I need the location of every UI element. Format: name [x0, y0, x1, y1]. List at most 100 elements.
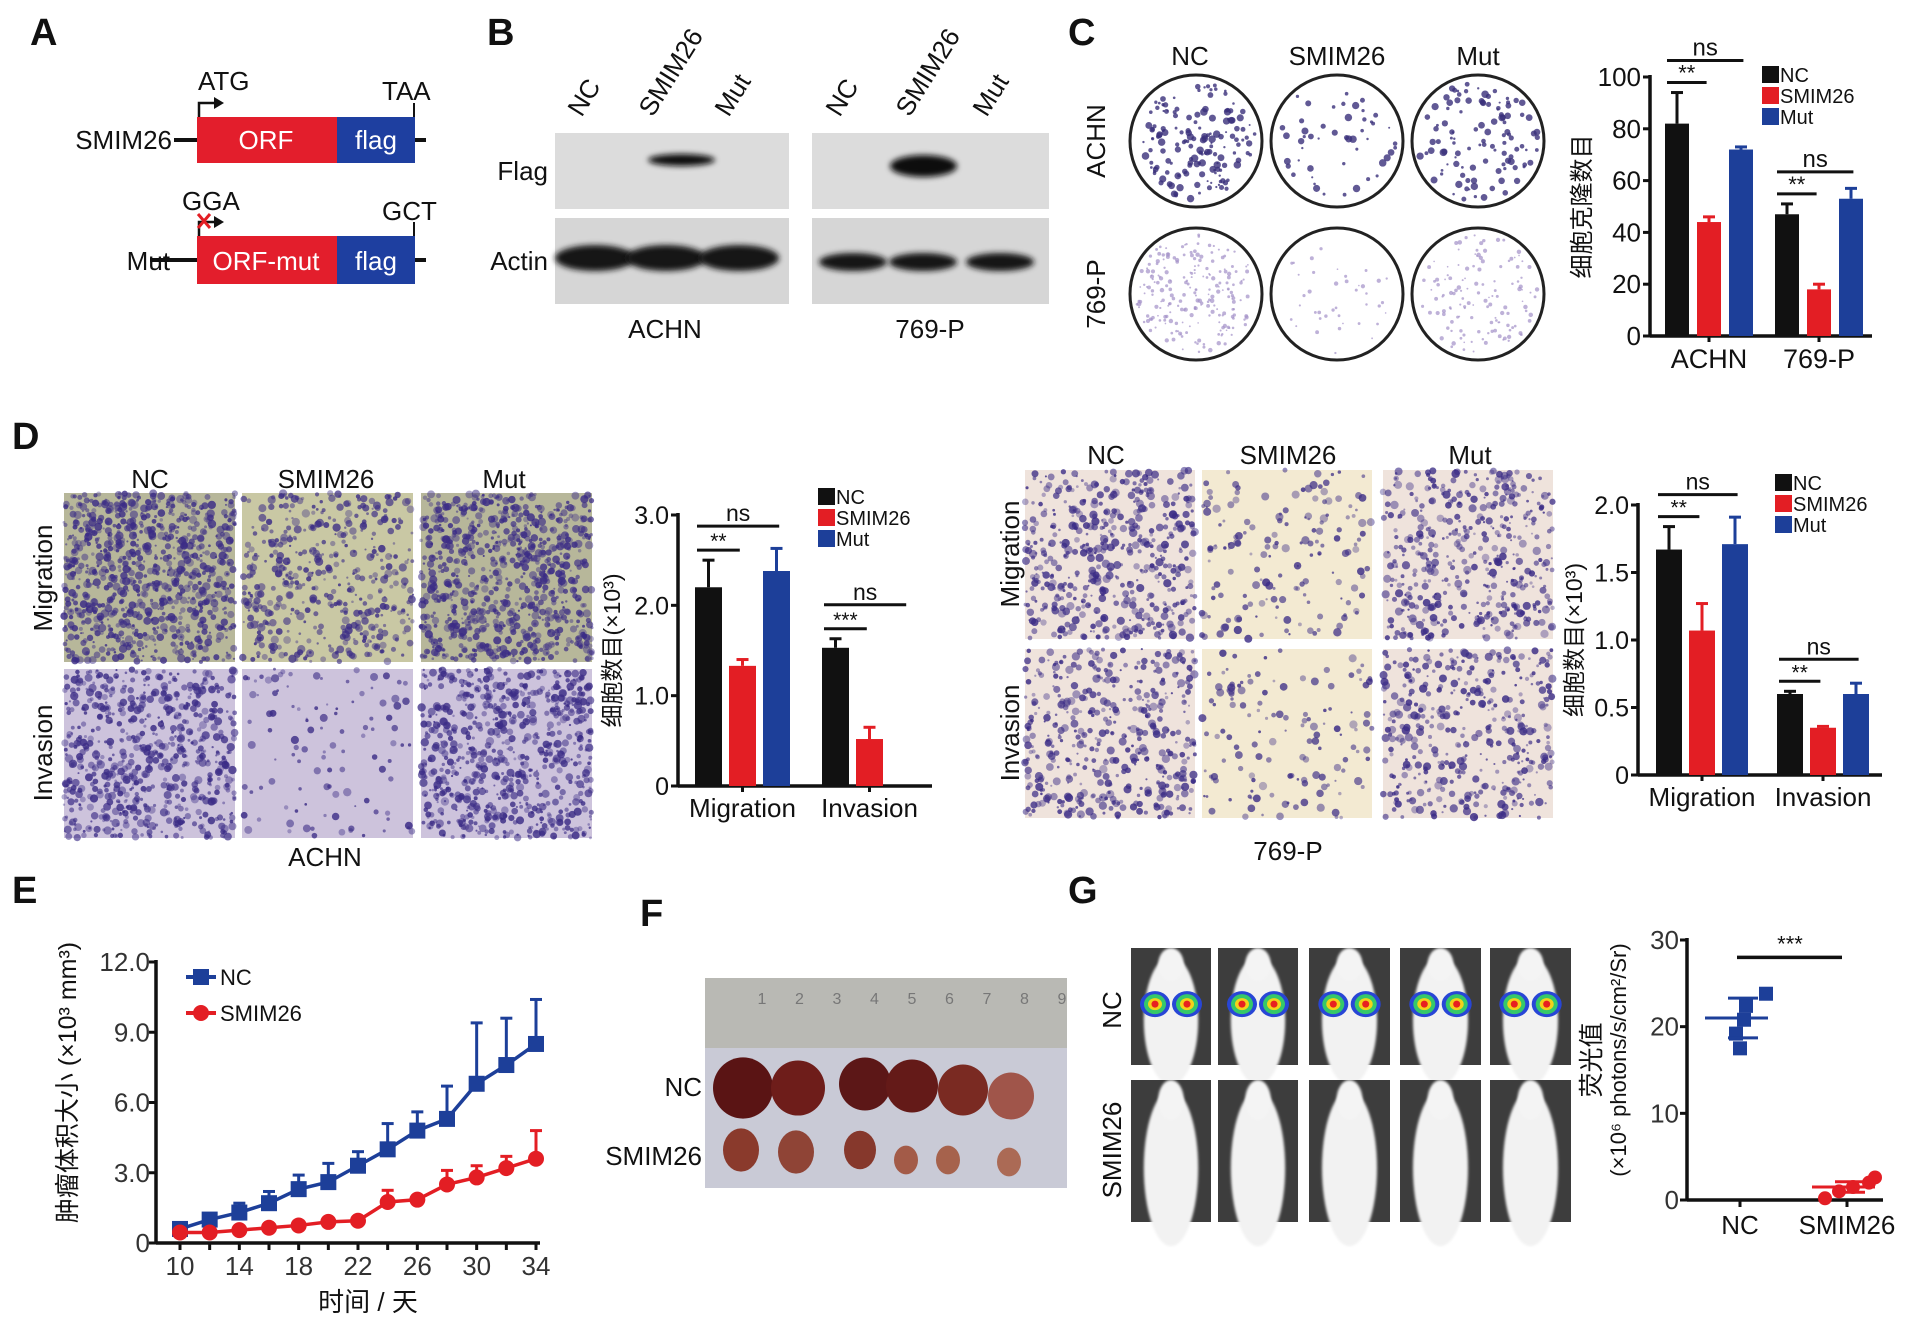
- data-point: [439, 1111, 455, 1127]
- legend-label: Mut: [836, 529, 870, 551]
- x-tick-label: 769-P: [1783, 344, 1855, 374]
- smim26-tumor: [778, 1130, 814, 1173]
- legend-label: NC: [1793, 473, 1822, 495]
- legend-label: Mut: [1793, 515, 1827, 537]
- legend-marker: [193, 1005, 209, 1021]
- transwell-column-label: SMIM26: [278, 466, 375, 492]
- bar-mut-invasion: [1843, 694, 1869, 775]
- plate-row-label: ACHN: [1083, 104, 1109, 178]
- plate-column-label: Mut: [1456, 43, 1499, 69]
- y-axis-label: (×10⁶ photons/s/cm²/Sr): [1606, 943, 1631, 1176]
- panel-label-f: F: [640, 895, 663, 933]
- x-tick-label: 14: [225, 1251, 254, 1281]
- nc-tumor: [886, 1059, 938, 1112]
- figure: 123456789020406080100细胞克隆数目ACHN**ns769-P…: [0, 0, 1914, 1324]
- y-tick-label: 0.5: [1594, 695, 1629, 723]
- bar-smim26-invasion: [856, 739, 883, 786]
- bar-nc-invasion: [822, 648, 849, 786]
- plate-column-label: SMIM26: [1289, 43, 1386, 69]
- x-tick-label: ACHN: [1671, 344, 1748, 374]
- flag-band: [890, 155, 957, 177]
- bar-mut-769-p: [1839, 199, 1863, 336]
- transwell-image: [1022, 467, 1199, 642]
- construct-name: Mut: [127, 248, 170, 274]
- data-point: [1739, 999, 1753, 1013]
- y-tick-label: 3.0: [114, 1158, 150, 1188]
- line-chart: 03.06.09.012.010141822263034时间 / 天肿瘤体积大小…: [54, 942, 550, 1317]
- legend-swatch: [1762, 87, 1779, 104]
- y-tick-label: 20: [1612, 269, 1641, 299]
- data-point: [350, 1158, 366, 1174]
- transwell-row-label: Invasion: [30, 705, 56, 802]
- imaging-row-label: NC: [1099, 991, 1125, 1029]
- legend-swatch: [1762, 66, 1779, 83]
- nc-tumor: [839, 1057, 891, 1110]
- cell-line-label: ACHN: [628, 316, 702, 342]
- cell-line-label: ACHN: [288, 844, 362, 870]
- transwell-column-label: NC: [1087, 442, 1125, 468]
- colony-plate-image: [1271, 228, 1403, 360]
- y-axis-label: 荧光值: [1578, 1022, 1606, 1097]
- y-tick-label: 10: [1650, 1098, 1679, 1128]
- legend-label: SMIM26: [1780, 86, 1854, 108]
- significance-label: **: [710, 530, 726, 553]
- panel-label-g: G: [1068, 872, 1098, 910]
- legend-label: NC: [1780, 65, 1809, 87]
- bar-chart-1: 01.02.03.0细胞数目(×10³)Migration**nsInvasio…: [599, 487, 932, 823]
- ruler-number: 1: [758, 991, 767, 1008]
- y-tick-label: 80: [1612, 114, 1641, 144]
- transwell-image: [239, 489, 416, 665]
- bar-chart-2: 00.51.01.52.0细胞数目(×10³)Migration**nsInva…: [1561, 469, 1882, 812]
- y-tick-label: 0: [1665, 1185, 1679, 1215]
- significance-label: ***: [1777, 931, 1803, 956]
- colony-plate-image: [1271, 75, 1403, 207]
- nc-bioluminescence-image: [1400, 948, 1481, 1085]
- series-line-nc: [180, 1044, 536, 1229]
- bar-mut-migration: [1722, 544, 1748, 775]
- panel-label-a: A: [30, 14, 57, 52]
- data-point: [291, 1217, 307, 1233]
- x-tick-label: SMIM26: [1799, 1210, 1896, 1240]
- significance-label: **: [1792, 661, 1808, 684]
- significance-label: ns: [853, 579, 877, 605]
- tumor-row-label: SMIM26: [605, 1143, 702, 1169]
- actin-band: [889, 253, 957, 271]
- data-point: [350, 1213, 366, 1229]
- ruler-number: 9: [1058, 991, 1067, 1008]
- x-tick-label: 10: [166, 1251, 195, 1281]
- cell-line-label: 769-P: [1253, 838, 1322, 864]
- ruler-number: 7: [983, 991, 992, 1008]
- data-point: [291, 1181, 307, 1197]
- bar-nc-migration: [695, 587, 722, 786]
- x-tick-label: NC: [1721, 1210, 1759, 1240]
- bar-smim26-migration: [1689, 631, 1715, 775]
- x-tick-label: 34: [522, 1251, 551, 1281]
- bar-mut-achn: [1729, 150, 1753, 336]
- scatter-chart: 0102030荧光值(×10⁶ photons/s/cm²/Sr)NCSMIM2…: [1578, 925, 1895, 1240]
- nc-tumor: [771, 1060, 825, 1115]
- y-tick-label: 1.0: [1594, 627, 1629, 655]
- start-arrow-icon: [199, 103, 216, 117]
- data-point: [1818, 1191, 1832, 1205]
- y-tick-label: 1.5: [1594, 560, 1629, 588]
- x-axis-label: 时间 / 天: [318, 1287, 418, 1317]
- legend-label: SMIM26: [836, 508, 910, 530]
- legend-label: SMIM26: [220, 1001, 302, 1026]
- stop-codon: GCT: [382, 198, 437, 224]
- x-tick-label: Invasion: [1775, 782, 1872, 812]
- legend-swatch: [1775, 474, 1792, 491]
- y-tick-label: 2.0: [634, 592, 669, 620]
- x-tick-label: 18: [284, 1251, 313, 1281]
- figure-canvas: 123456789020406080100细胞克隆数目ACHN**ns769-P…: [0, 0, 1914, 1324]
- x-tick-label: 22: [344, 1251, 373, 1281]
- significance-label: ns: [1686, 469, 1710, 495]
- actin-band: [555, 245, 635, 271]
- y-tick-label: 0: [655, 773, 669, 801]
- nc-bioluminescence-image: [1490, 948, 1571, 1085]
- y-tick-label: 30: [1650, 925, 1679, 955]
- stop-codon: TAA: [382, 78, 431, 104]
- data-point: [320, 1174, 336, 1190]
- x-tick-label: Migration: [689, 793, 796, 823]
- smim26-bioluminescence-image: [1218, 1080, 1298, 1246]
- legend-label: Mut: [1780, 107, 1814, 129]
